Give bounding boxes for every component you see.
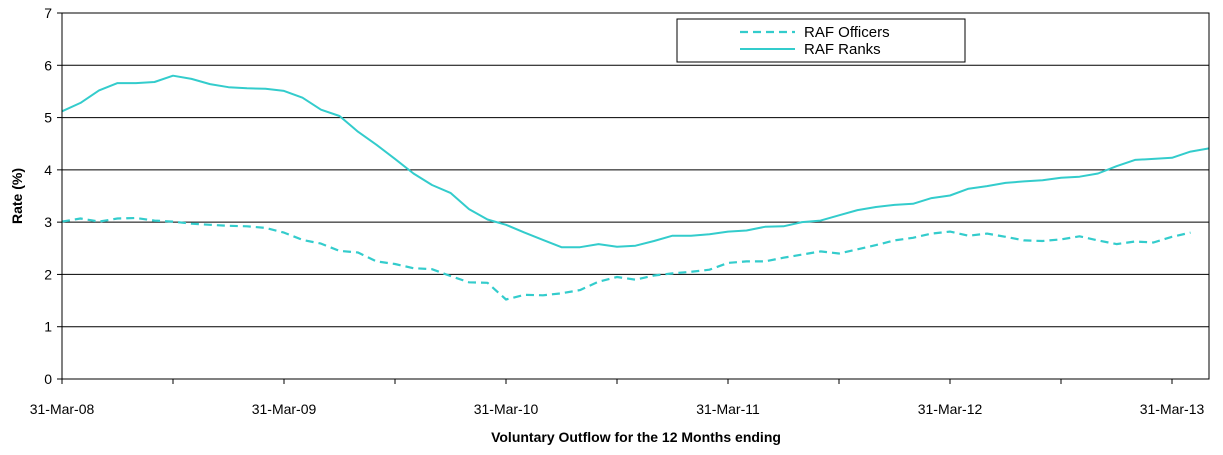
y-tick-label-6: 6 xyxy=(44,57,52,73)
x-tick-label-31-Mar-10: 31-Mar-10 xyxy=(474,401,539,417)
y-tick-label-1: 1 xyxy=(44,319,52,335)
legend-label-officers: RAF Officers xyxy=(804,24,890,41)
legend: RAF Officers RAF Ranks xyxy=(676,18,966,63)
y-tick-label-0: 0 xyxy=(44,371,52,387)
legend-box xyxy=(676,18,966,63)
x-tick-label-31-Mar-08: 31-Mar-08 xyxy=(30,401,95,417)
series-layer xyxy=(61,74,1210,301)
y-tick-label-2: 2 xyxy=(44,266,52,282)
x-tick-label-31-Mar-09: 31-Mar-09 xyxy=(252,401,317,417)
gridlines xyxy=(62,64,1209,328)
x-tick-label-31-Mar-13: 31-Mar-13 xyxy=(1140,401,1205,417)
series-line-raf-officers xyxy=(61,216,1191,301)
y-tick-label-3: 3 xyxy=(44,214,52,230)
y-tick-label-7: 7 xyxy=(44,5,52,21)
x-axis-ticks: 31-Mar-08 31-Mar-09 31-Mar-10 31-Mar-11 31-M… xyxy=(30,379,1205,417)
y-axis-ticks: 0 1 2 3 4 5 6 7 xyxy=(44,5,62,387)
x-axis-title: Voluntary Outflow for the 12 Months endi… xyxy=(491,429,781,445)
x-tick-label-31-Mar-11: 31-Mar-11 xyxy=(696,401,760,417)
plot-area-frame xyxy=(61,12,1210,380)
y-axis-title: Rate (%) xyxy=(9,168,25,224)
y-tick-label-4: 4 xyxy=(44,162,52,178)
x-tick-label-31-Mar-12: 31-Mar-12 xyxy=(918,401,983,417)
y-tick-label-5: 5 xyxy=(44,110,52,126)
legend-label-ranks: RAF Ranks xyxy=(804,41,881,58)
series-line-raf-ranks xyxy=(61,74,1210,249)
